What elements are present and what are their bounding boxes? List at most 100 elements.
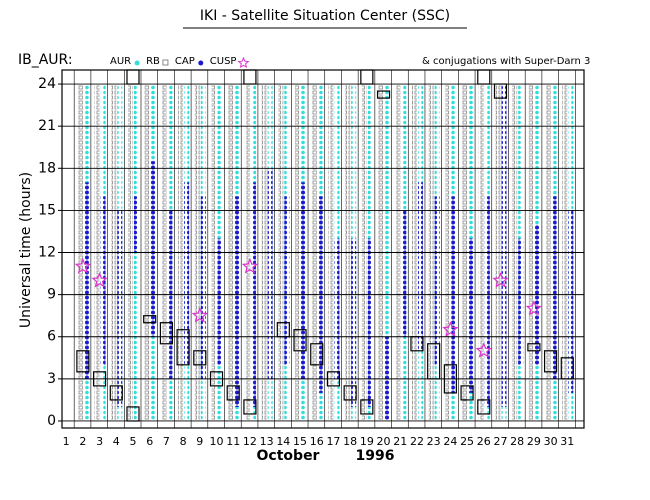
interval-cap — [367, 238, 373, 407]
box — [193, 350, 207, 366]
x-tick-label: 17 — [326, 435, 340, 448]
interval-cap — [518, 238, 524, 365]
y-tick-label: 0 — [47, 413, 56, 429]
interval-cap — [468, 238, 474, 393]
conjugation-star — [475, 342, 492, 358]
y-axis-label: Universal time (hours) — [18, 172, 34, 328]
x-tick-label: 29 — [527, 435, 541, 448]
interval-cap — [484, 196, 490, 407]
x-axis-year: 1996 — [356, 448, 395, 464]
x-tick-label: 3 — [96, 435, 103, 448]
x-tick-label: 27 — [493, 435, 507, 448]
x-tick-label: 16 — [310, 435, 324, 448]
box — [109, 385, 123, 401]
interval-cap — [501, 84, 507, 407]
box — [126, 69, 140, 85]
x-tick-label: 9 — [196, 435, 203, 448]
x-tick-label: 14 — [276, 435, 290, 448]
interval-cap — [301, 182, 307, 379]
subtitle: IB_AUR: — [18, 52, 73, 68]
x-tick-label: 5 — [129, 435, 136, 448]
legend-symbol — [237, 56, 250, 69]
box — [543, 350, 558, 373]
legend-symbol — [198, 60, 204, 66]
conjugation-star — [191, 307, 208, 323]
x-tick-label: 31 — [560, 435, 574, 448]
y-tick-label: 12 — [38, 245, 56, 261]
interval-cap — [351, 238, 357, 407]
legend-label: AUR — [110, 56, 131, 67]
x-tick-label: 22 — [410, 435, 424, 448]
x-tick-label: 11 — [226, 435, 240, 448]
x-tick-label: 8 — [180, 435, 187, 448]
y-tick-label: 3 — [47, 371, 56, 387]
x-tick-label: 12 — [243, 435, 257, 448]
box — [243, 399, 257, 415]
legend-symbol — [162, 59, 169, 66]
x-tick-label: 23 — [427, 435, 441, 448]
interval-cap — [401, 210, 407, 337]
x-tick-label: 7 — [163, 435, 170, 448]
x-tick-label: 13 — [260, 435, 274, 448]
legend-label: CUSP — [210, 56, 237, 67]
legend-symbol — [134, 60, 140, 66]
x-tick-label: 18 — [343, 435, 357, 448]
x-tick-label: 2 — [79, 435, 86, 448]
legend-label: RB — [146, 56, 160, 67]
y-tick-label: 18 — [38, 160, 56, 176]
interval-cap — [551, 196, 557, 379]
interval-cap — [334, 238, 340, 379]
interval-cap — [267, 168, 273, 379]
x-tick-label: 19 — [360, 435, 374, 448]
box — [310, 343, 324, 366]
interval-cap — [117, 210, 123, 407]
x-axis-label: October — [257, 448, 320, 464]
annotation: & conjugations with Super-Darn 3 — [422, 56, 590, 67]
y-tick-label: 21 — [38, 118, 56, 134]
x-tick-label: 30 — [544, 435, 558, 448]
box — [143, 315, 157, 324]
conjugation-star — [241, 257, 259, 274]
x-tick-label: 4 — [113, 435, 120, 448]
box — [477, 399, 491, 415]
y-tick-label: 24 — [38, 76, 56, 92]
conjugation-star — [442, 321, 459, 337]
interval-cap — [568, 210, 574, 393]
conjugation-star — [91, 272, 108, 288]
interval-cap — [133, 196, 139, 253]
box — [343, 385, 357, 401]
y-tick-label: 6 — [47, 329, 56, 345]
conjugation-star — [492, 272, 509, 288]
conjugation-star — [74, 257, 91, 274]
plot-frame — [61, 69, 585, 429]
box — [293, 329, 307, 352]
conjugation-star — [525, 300, 542, 316]
x-tick-label: 21 — [393, 435, 407, 448]
y-tick-label: 15 — [38, 202, 56, 218]
box — [159, 322, 173, 345]
legend-label: CAP — [175, 56, 195, 67]
box — [460, 385, 474, 401]
box — [360, 399, 374, 415]
box — [527, 343, 541, 352]
box — [226, 385, 240, 401]
y-tick-label: 9 — [47, 287, 56, 303]
interval-cap — [150, 161, 156, 337]
x-tick-label: 20 — [377, 435, 391, 448]
x-tick-label: 24 — [443, 435, 457, 448]
box — [243, 69, 257, 85]
x-tick-label: 10 — [210, 435, 224, 448]
x-tick-label: 25 — [460, 435, 474, 448]
x-tick-label: 6 — [146, 435, 153, 448]
interval-cap — [417, 182, 423, 351]
box — [76, 350, 90, 373]
interval-cap — [83, 182, 89, 379]
interval-cap — [217, 238, 223, 365]
x-tick-label: 26 — [477, 435, 491, 448]
interval-cap — [234, 196, 240, 407]
box — [376, 90, 391, 99]
interval-cap — [184, 182, 190, 365]
interval-cap — [284, 196, 290, 365]
x-tick-label: 15 — [293, 435, 307, 448]
